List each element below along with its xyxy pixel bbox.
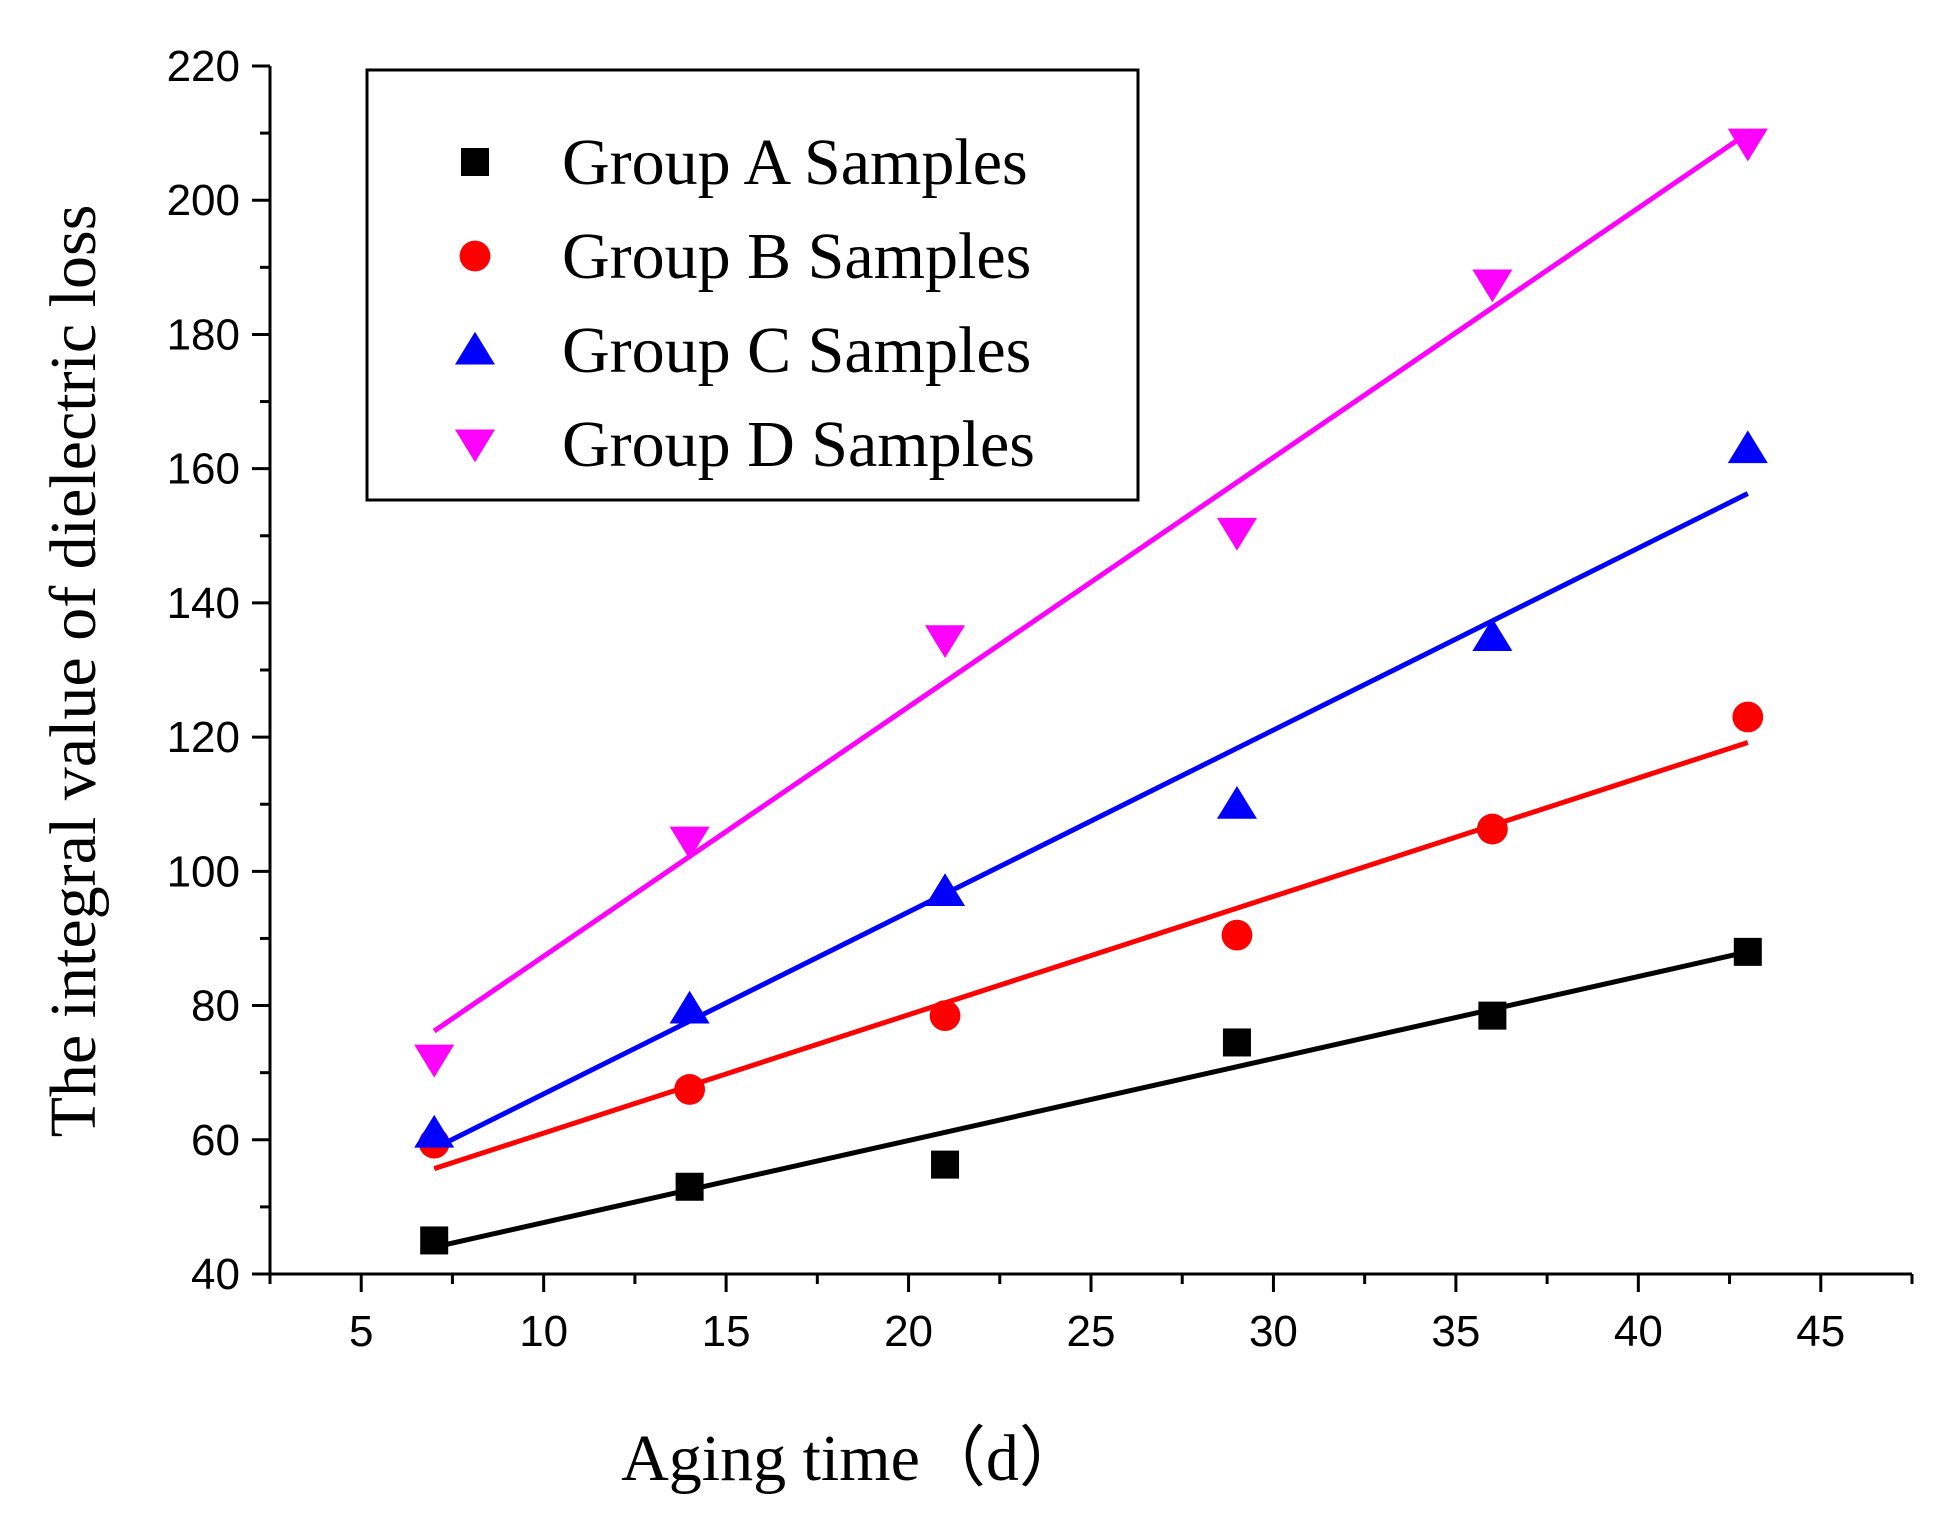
legend-marker-group-c bbox=[454, 331, 496, 365]
y-tick-label: 80 bbox=[191, 982, 240, 1031]
y-tick-label: 180 bbox=[167, 310, 240, 359]
fit-line-group-b bbox=[433, 740, 1749, 1172]
point-group-a bbox=[1222, 1028, 1251, 1057]
y-tick-label: 40 bbox=[191, 1250, 240, 1299]
point-group-c bbox=[414, 1114, 455, 1148]
point-group-c bbox=[925, 873, 966, 907]
point-group-d bbox=[1216, 517, 1257, 551]
x-tick-label: 40 bbox=[1614, 1307, 1663, 1356]
x-tick-label: 35 bbox=[1431, 1307, 1480, 1356]
legend-label-group-c: Group C Samples bbox=[562, 314, 1031, 387]
point-group-a bbox=[420, 1226, 449, 1255]
fit-line-group-c bbox=[433, 491, 1749, 1151]
fit-line-group-a bbox=[433, 949, 1749, 1250]
point-group-d bbox=[1727, 128, 1768, 162]
data-markers bbox=[414, 128, 1768, 1255]
y-axis-title: The integral value of dielectric loss bbox=[37, 205, 110, 1138]
point-group-a bbox=[675, 1172, 704, 1201]
point-group-a bbox=[1478, 1001, 1507, 1030]
y-tick-label: 160 bbox=[167, 445, 240, 494]
x-tick-label: 30 bbox=[1249, 1307, 1298, 1356]
x-tick-label: 20 bbox=[884, 1307, 933, 1356]
point-group-d bbox=[925, 625, 966, 658]
point-group-d bbox=[1472, 269, 1513, 303]
point-group-a bbox=[931, 1150, 960, 1179]
point-group-c bbox=[1216, 786, 1257, 819]
y-tick-label: 60 bbox=[191, 1116, 240, 1165]
y-tick-label: 100 bbox=[167, 847, 240, 896]
y-tick-label: 140 bbox=[167, 579, 240, 628]
point-group-b bbox=[1221, 919, 1253, 951]
point-group-c bbox=[669, 990, 710, 1024]
y-tick-label: 220 bbox=[167, 42, 240, 91]
point-group-d bbox=[669, 826, 710, 860]
legend-label-group-a: Group A Samples bbox=[562, 126, 1028, 199]
x-tick-label: 5 bbox=[349, 1307, 373, 1356]
fit-lines bbox=[432, 131, 1750, 1250]
legend-label-group-b: Group B Samples bbox=[562, 220, 1031, 293]
legend-box bbox=[365, 68, 1140, 502]
point-group-a bbox=[1733, 937, 1762, 966]
x-tick-label: 10 bbox=[519, 1307, 568, 1356]
y-tick-label: 200 bbox=[167, 176, 240, 225]
y-tick-label: 120 bbox=[167, 713, 240, 762]
point-group-b bbox=[1732, 701, 1764, 733]
legend-marker-group-a bbox=[461, 148, 489, 176]
fit-line-group-d bbox=[432, 131, 1750, 1034]
point-group-b bbox=[1476, 813, 1508, 845]
point-group-c bbox=[1727, 430, 1768, 464]
legend-label-group-d: Group D Samples bbox=[562, 408, 1035, 481]
x-axis: 5 10 15 20 25 30 35 40 45 bbox=[268, 1274, 1914, 1356]
point-group-b bbox=[674, 1074, 706, 1105]
legend-marker-group-b bbox=[459, 240, 491, 272]
x-tick-label: 25 bbox=[1067, 1307, 1116, 1356]
y-axis: 40 60 80 100 120 140 160 180 200 220 bbox=[167, 42, 270, 1299]
x-axis-title: Aging time（d） bbox=[621, 1422, 1085, 1495]
point-group-c bbox=[1472, 618, 1513, 652]
x-tick-label: 15 bbox=[702, 1307, 751, 1356]
x-tick-label: 45 bbox=[1796, 1307, 1845, 1356]
legend: Group A Samples Group B Samples Group C Sa… bbox=[365, 68, 1140, 502]
point-group-d bbox=[414, 1044, 455, 1078]
point-group-b bbox=[929, 1000, 961, 1032]
legend-marker-group-d bbox=[454, 429, 496, 463]
